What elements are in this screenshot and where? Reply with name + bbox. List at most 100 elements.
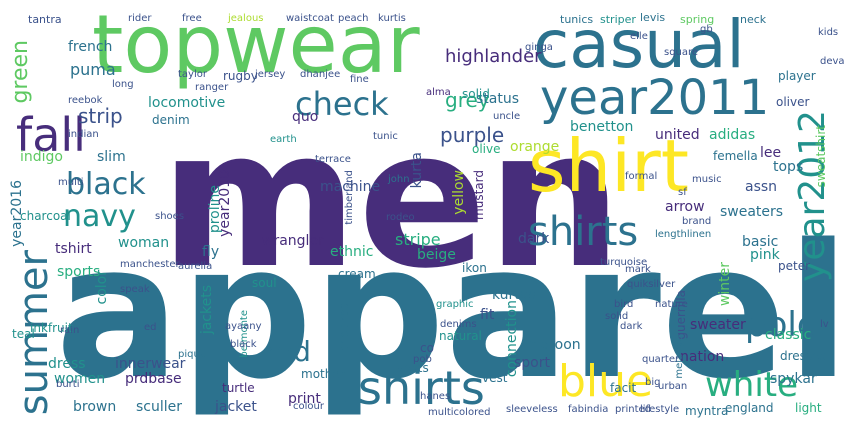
word-kurtas: kurtas xyxy=(492,287,536,303)
word-bird: bird xyxy=(614,299,634,310)
word-vest: vest xyxy=(482,371,508,385)
word-free: free xyxy=(182,13,202,24)
word-nation: nation xyxy=(680,349,725,365)
word-sweater: sweater xyxy=(690,317,746,333)
word-wrangler: wrangler xyxy=(262,233,324,249)
word-innerwear: innerwear xyxy=(115,356,186,372)
word-fine: fine xyxy=(350,74,369,85)
word-puma: puma xyxy=(70,60,116,79)
word-dark: dark xyxy=(518,231,550,247)
word-locomotive: locomotive xyxy=(148,95,226,111)
word-speak: speak xyxy=(120,284,150,295)
word-tantra: tantra xyxy=(28,13,62,26)
word-pob: pob xyxy=(413,354,432,365)
word-tops: tops xyxy=(773,159,804,175)
word-ayaany: ayaany xyxy=(225,321,262,332)
word-sport: sport xyxy=(514,355,550,371)
word-mother: mother xyxy=(301,367,345,381)
word-vests: vests xyxy=(397,361,429,375)
word-uncle: uncle xyxy=(493,111,521,122)
word-brand: brand xyxy=(682,216,712,227)
word-year2010: year2010 xyxy=(217,170,233,237)
word-reebok: reebok xyxy=(68,95,103,106)
word-guerrilla: guerrilla xyxy=(674,290,688,340)
word-music: music xyxy=(692,174,722,185)
word-denims: denims xyxy=(440,319,477,330)
word-white: white xyxy=(705,365,799,405)
word-shirts: shirts xyxy=(528,209,639,255)
word-ranger: ranger xyxy=(195,82,229,93)
word-beige: beige xyxy=(417,247,456,263)
word-united: united xyxy=(655,127,700,143)
word-lee: lee xyxy=(760,145,782,161)
word-pink: pink xyxy=(750,247,780,263)
word-nature: nature xyxy=(655,299,688,310)
word-striper: striper xyxy=(600,13,636,26)
word-grey: grey xyxy=(445,88,490,112)
word-square: square xyxy=(664,47,699,58)
word-sweaters: sweaters xyxy=(720,204,784,220)
word-charcoal: charcoal xyxy=(20,209,71,223)
word-tunic: tunic xyxy=(373,131,398,142)
word-facit: facit xyxy=(610,381,637,395)
word-rugby: rugby xyxy=(223,69,258,83)
word-long: long xyxy=(112,79,134,90)
word-indigo: indigo xyxy=(20,149,63,165)
word-adidas: adidas xyxy=(709,127,756,143)
word-ed: ed xyxy=(144,322,157,333)
word-ethnic: ethnic xyxy=(330,244,374,260)
word-color: color xyxy=(94,270,110,305)
word-maroon: maroon xyxy=(527,337,581,353)
word-light: light xyxy=(795,401,822,415)
word-teal: teal xyxy=(12,327,35,341)
word-co: co xyxy=(420,341,434,355)
word-denim: denim xyxy=(152,113,190,127)
word-solid: solid xyxy=(462,87,490,101)
word-yellow: yellow xyxy=(451,170,467,215)
word-fit: fit xyxy=(480,307,495,323)
word-burti: burti xyxy=(56,379,80,390)
word-apparel: apparel xyxy=(55,204,850,420)
word-strip: strip xyxy=(78,104,123,128)
word-ikon: ikon xyxy=(462,261,487,275)
word-aurelia: aurelia xyxy=(178,261,213,272)
word-sf: sf xyxy=(678,187,687,198)
word-taylor: taylor xyxy=(178,69,207,80)
word-mark: mark xyxy=(625,264,651,275)
word-kurtis: kurtis xyxy=(378,13,406,24)
word-deva: deva xyxy=(820,56,845,67)
word-topwear: topwear xyxy=(92,0,420,91)
word-graphic: graphic xyxy=(436,299,474,310)
word-manchester: manchester xyxy=(120,259,180,270)
word-jealous: jealous xyxy=(228,13,264,24)
word-kurta: kurta xyxy=(409,152,425,189)
word-inkfruit: inkfruit xyxy=(30,321,73,335)
word-turtle: turtle xyxy=(222,381,255,395)
word-myntra: myntra xyxy=(685,404,729,418)
word-mustard: mustard xyxy=(472,170,486,220)
word-waistcoat: waistcoat xyxy=(286,13,334,24)
word-dresses: dresses xyxy=(780,349,826,363)
word-england: england xyxy=(725,401,774,415)
word-woman: woman xyxy=(118,235,170,251)
word-dress: dress xyxy=(48,356,86,372)
word-sports: sports xyxy=(57,264,101,280)
word-print: print xyxy=(288,391,321,407)
word-peter: peter xyxy=(778,259,811,273)
word-multicolored: multicolored xyxy=(428,407,491,418)
word-fabindia: fabindia xyxy=(568,404,609,415)
word-men: men xyxy=(160,89,623,310)
word-blue: blue xyxy=(558,356,654,407)
word-quo: quo xyxy=(292,109,319,125)
word-lengthlinen: lengthlinen xyxy=(655,229,712,240)
word-neck: neck xyxy=(740,13,767,26)
word-earth: earth xyxy=(270,134,297,145)
word-turquoise: turquoise xyxy=(600,257,648,268)
word-women: women xyxy=(54,371,106,387)
word-urban: urban xyxy=(658,381,688,392)
word-quiksilver: quiksilver xyxy=(627,279,676,290)
word-check: check xyxy=(295,85,389,123)
word-sleeveless: sleeveless xyxy=(506,404,558,415)
word-orange: orange xyxy=(510,139,560,155)
word-red: red xyxy=(265,335,311,368)
